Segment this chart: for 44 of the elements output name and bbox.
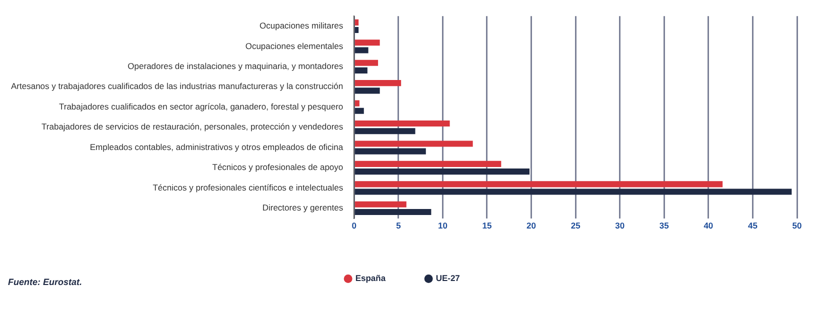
x-tick-label: 35 <box>659 220 670 231</box>
bar <box>354 100 360 106</box>
y-tick-label: Operadores de instalaciones y maquinaria, y montadores <box>128 60 344 71</box>
bar <box>354 67 368 74</box>
y-tick-label: Técnicos y profesionales de apoyo <box>212 162 344 172</box>
bar <box>354 168 530 175</box>
x-tick-label: 30 <box>615 220 625 231</box>
bar <box>354 80 402 86</box>
bar <box>354 148 426 154</box>
bar <box>354 108 364 114</box>
y-tick-label: Empleados contables, administrativos y otros empleados de oficina <box>90 142 344 152</box>
legend-label: UE-27 <box>436 273 460 284</box>
x-tick-label: 10 <box>438 220 448 231</box>
x-tick-label: 20 <box>526 220 536 231</box>
source-note: Fuente: Eurostat. <box>8 277 82 287</box>
bar <box>354 60 378 66</box>
y-tick-label: Trabajadores cualificados en sector agrícola, ganadero, forestal y pesquero <box>59 101 344 112</box>
bar <box>354 201 406 208</box>
y-tick-label: Técnicos y profesionales científicos e intelectuales <box>152 182 344 192</box>
bar <box>354 188 792 195</box>
bar <box>354 19 359 26</box>
y-tick-label: Directores y gerentes <box>262 202 344 213</box>
bar <box>354 26 359 34</box>
bar <box>354 140 473 147</box>
y-tick-label: Artesanos y trabajadores cualificados de las industrias manufactureras y la construcción <box>11 81 344 92</box>
bar <box>354 120 450 127</box>
x-tick-label: 25 <box>570 220 581 231</box>
y-tick-label: Trabajadores de servicios de restauración, personales, protección y vendedores <box>42 122 344 132</box>
bar <box>354 47 368 54</box>
legend-label: España <box>355 273 386 284</box>
y-tick-label: Ocupaciones militares <box>260 20 344 31</box>
bar <box>354 40 380 46</box>
bar <box>354 128 416 134</box>
x-tick-label: 50 <box>792 220 802 231</box>
y-tick-label: Ocupaciones elementales <box>245 40 344 51</box>
x-tick-label: 45 <box>748 220 758 231</box>
bar <box>354 88 380 94</box>
x-tick-label: 5 <box>396 220 402 231</box>
bar <box>354 181 723 188</box>
bar <box>354 208 432 216</box>
x-tick-label: 40 <box>704 220 714 231</box>
x-tick-label: 15 <box>482 220 492 231</box>
bar <box>354 160 502 167</box>
x-tick-label: 0 <box>352 220 357 231</box>
